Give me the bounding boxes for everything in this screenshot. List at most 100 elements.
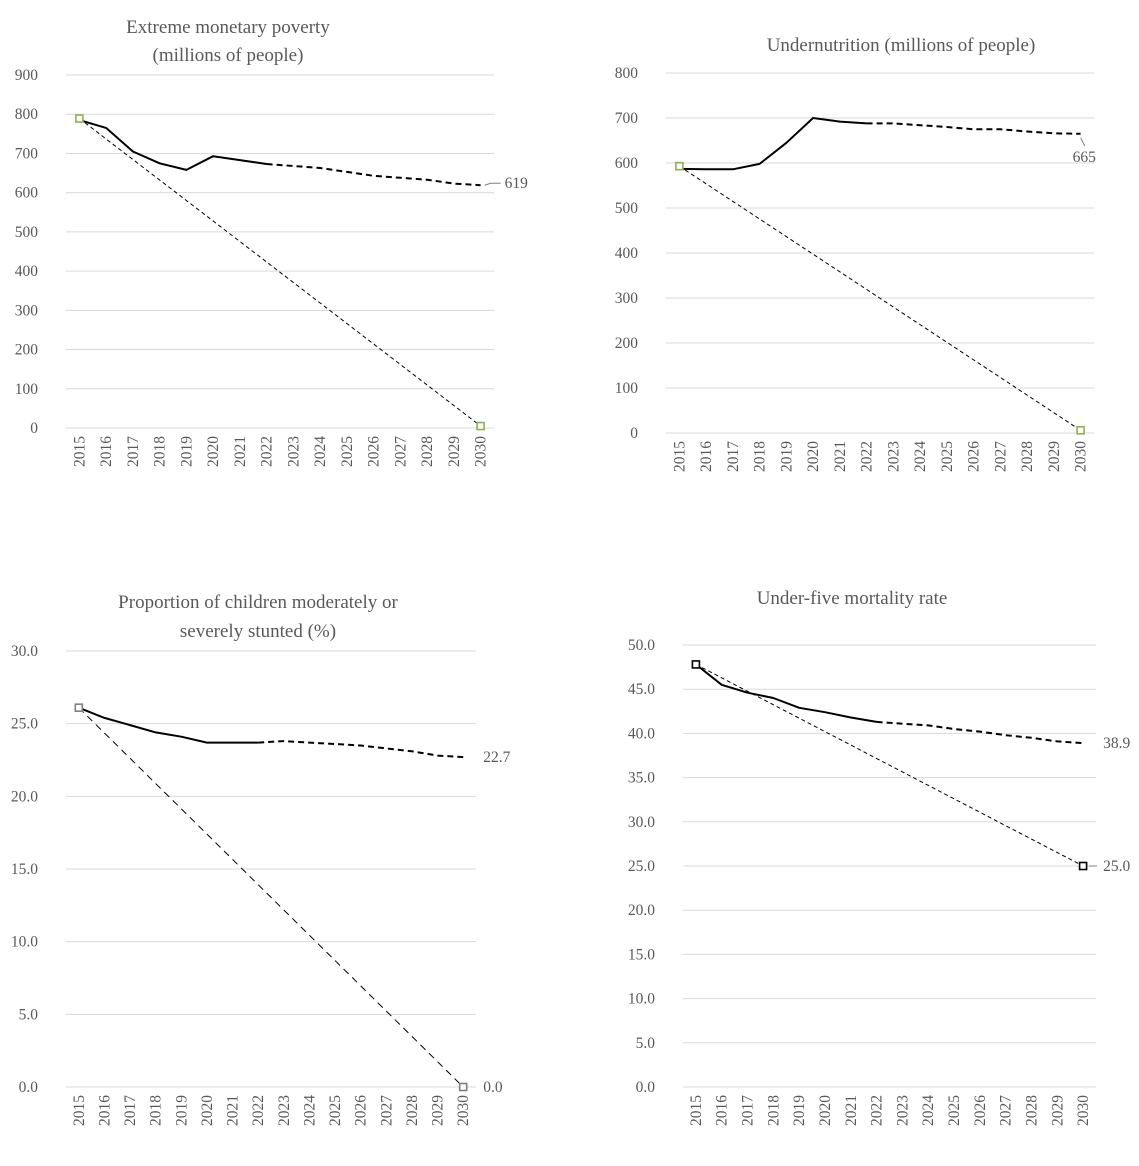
chart-title: Extreme monetary poverty xyxy=(126,17,330,38)
chart-title: severely stunted (%) xyxy=(180,621,336,642)
y-tick-label: 40.0 xyxy=(628,725,655,742)
x-tick-label: 2027 xyxy=(378,1095,395,1126)
x-tick-label: 2023 xyxy=(285,436,302,467)
end-value-label: 0.0 xyxy=(483,1079,503,1096)
y-tick-label: 10.0 xyxy=(11,934,38,951)
y-tick-label: 0 xyxy=(30,420,38,437)
x-tick-label: 2030 xyxy=(473,436,490,467)
x-tick-label: 2016 xyxy=(98,436,115,467)
x-tick-label: 2026 xyxy=(366,436,383,467)
series-line-target xyxy=(78,707,464,1088)
series-line-target xyxy=(79,118,481,427)
x-tick-label: 2018 xyxy=(765,1095,782,1126)
end-value-label: 38.9 xyxy=(1103,735,1130,752)
y-tick-label: 25.0 xyxy=(11,716,38,733)
chart-title: (millions of people) xyxy=(153,45,304,66)
x-tick-label: 2020 xyxy=(805,441,822,472)
series-line-target xyxy=(695,663,1084,867)
x-tick-label: 2017 xyxy=(725,441,742,472)
y-tick-label: 15.0 xyxy=(628,946,655,963)
y-tick-label: 100 xyxy=(615,380,639,397)
y-tick-label: 50.0 xyxy=(628,637,655,654)
chart-svg: Proportion of children moderately or seve… xyxy=(11,592,511,1126)
y-tick-label: 5.0 xyxy=(19,1006,39,1023)
x-tick-label: 2026 xyxy=(972,1095,989,1126)
target-marker xyxy=(458,1082,468,1092)
chart-svg: Extreme monetary poverty (millions of peo… xyxy=(15,17,529,467)
x-tick-label: 2015 xyxy=(671,441,688,472)
y-tick-label: 0 xyxy=(630,425,638,442)
end-value-label: 619 xyxy=(505,175,529,192)
chart-title: Proportion of children moderately or xyxy=(118,592,398,613)
x-tick-label: 2030 xyxy=(455,1095,472,1126)
y-tick-label: 35.0 xyxy=(628,770,655,787)
target-marker xyxy=(75,114,84,123)
y-tick-label: 800 xyxy=(15,106,39,123)
chart-undernutrition: Undernutrition (millions of people) 0 100 2… xyxy=(600,0,1139,520)
y-tick-label: 30.0 xyxy=(628,814,655,831)
series-line-projection xyxy=(258,740,464,759)
y-tick-label: 200 xyxy=(15,342,39,359)
x-tick-label: 2015 xyxy=(688,1095,705,1126)
end-label-leader xyxy=(1080,137,1086,146)
y-tick-label: 30.0 xyxy=(11,643,38,660)
series-line-projection xyxy=(866,122,1081,135)
x-tick-label: 2025 xyxy=(339,436,356,467)
x-tick-label: 2017 xyxy=(122,1095,139,1126)
end-value-label: 22.7 xyxy=(483,749,510,766)
x-tick-label: 2030 xyxy=(1075,1095,1092,1126)
target-marker xyxy=(1076,425,1085,435)
x-tick-label: 2024 xyxy=(312,436,329,467)
series-line-actual xyxy=(695,663,877,723)
x-tick-label: 2016 xyxy=(96,1095,113,1126)
chart-stunting: Proportion of children moderately or seve… xyxy=(0,575,560,1166)
x-tick-label: 2021 xyxy=(843,1095,860,1126)
x-tick-label: 2025 xyxy=(327,1095,344,1126)
series-line-actual xyxy=(679,117,867,171)
x-tick-label: 2028 xyxy=(1019,441,1036,472)
x-tick-label: 2019 xyxy=(173,1095,190,1126)
x-tick-label: 2019 xyxy=(778,441,795,472)
x-tick-label: 2022 xyxy=(859,441,876,472)
y-tick-label: 800 xyxy=(615,65,639,82)
x-tick-label: 2030 xyxy=(1073,441,1090,472)
target-marker xyxy=(74,703,84,712)
x-tick-label: 2023 xyxy=(885,441,902,472)
x-tick-label: 2029 xyxy=(1046,441,1063,472)
x-tick-label: 2015 xyxy=(71,1095,88,1126)
y-tick-label: 700 xyxy=(15,145,39,162)
y-tick-label: 400 xyxy=(15,263,39,280)
x-tick-label: 2023 xyxy=(276,1095,293,1126)
x-tick-label: 2026 xyxy=(353,1095,370,1126)
chart-svg: Undernutrition (millions of people) 0 100 2… xyxy=(615,35,1097,472)
x-tick-label: 2018 xyxy=(148,1095,165,1126)
y-tick-label: 5.0 xyxy=(636,1035,656,1052)
y-tick-label: 45.0 xyxy=(628,681,655,698)
x-tick-label: 2029 xyxy=(1049,1095,1066,1126)
x-tick-label: 2018 xyxy=(752,441,769,472)
y-tick-label: 20.0 xyxy=(11,788,38,805)
chart-title: Undernutrition (millions of people) xyxy=(767,35,1036,56)
x-tick-label: 2028 xyxy=(419,436,436,467)
y-tick-label: 0.0 xyxy=(636,1079,656,1096)
x-tick-label: 2018 xyxy=(152,436,169,467)
y-tick-label: 700 xyxy=(615,110,639,127)
y-tick-label: 500 xyxy=(15,224,39,241)
x-tick-label: 2027 xyxy=(392,436,409,467)
x-tick-label: 2025 xyxy=(946,1095,963,1126)
y-tick-label: 100 xyxy=(15,381,39,398)
series-line-projection xyxy=(266,163,481,187)
end-value-label: 25.0 xyxy=(1103,858,1130,875)
target-marker xyxy=(476,421,485,431)
target-marker xyxy=(1078,861,1088,871)
x-tick-label: 2017 xyxy=(740,1095,757,1126)
chart-title: Under-five mortality rate xyxy=(757,588,948,609)
target-marker xyxy=(675,161,684,171)
end-value-label: 665 xyxy=(1073,149,1097,166)
y-tick-label: 300 xyxy=(615,290,639,307)
x-tick-label: 2029 xyxy=(430,1095,447,1126)
y-tick-label: 20.0 xyxy=(628,902,655,919)
x-tick-label: 2020 xyxy=(199,1095,216,1126)
x-tick-label: 2019 xyxy=(791,1095,808,1126)
chart-extreme-poverty: Extreme monetary poverty (millions of peo… xyxy=(0,0,560,520)
